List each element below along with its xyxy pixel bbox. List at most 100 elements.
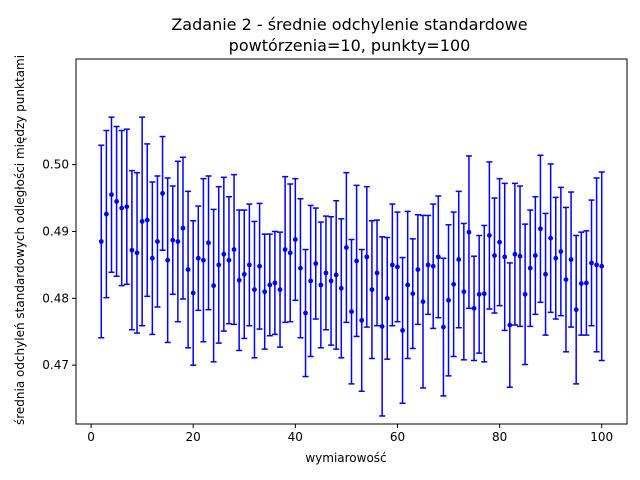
data-point bbox=[425, 262, 431, 268]
data-point bbox=[241, 271, 247, 277]
data-point bbox=[98, 239, 104, 244]
data-point bbox=[160, 190, 165, 196]
data-point bbox=[471, 305, 477, 311]
data-point bbox=[109, 192, 114, 198]
x-tick-label: 40 bbox=[288, 430, 303, 444]
data-point bbox=[507, 322, 513, 328]
data-point bbox=[543, 271, 548, 277]
data-point bbox=[420, 299, 426, 305]
plot-area: 0 20 40 60 80 100 0.47 0.48 0.49 0.50 bbox=[42, 58, 628, 444]
data-point bbox=[517, 253, 523, 259]
data-point bbox=[134, 250, 140, 256]
data-point bbox=[435, 254, 441, 260]
data-point bbox=[466, 229, 472, 235]
data-point bbox=[384, 295, 390, 301]
axes-frame bbox=[75, 58, 628, 425]
data-point bbox=[206, 240, 211, 246]
data-point bbox=[512, 251, 518, 257]
data-point bbox=[532, 253, 538, 258]
data-point bbox=[456, 257, 462, 262]
data-point bbox=[379, 323, 385, 329]
y-axis-label: średnia odchyleń standardowych odległośc… bbox=[13, 55, 27, 425]
x-tick-label: 60 bbox=[390, 430, 405, 444]
data-point bbox=[476, 291, 482, 297]
data-point bbox=[527, 265, 533, 271]
data-point bbox=[277, 287, 283, 293]
data-point bbox=[119, 205, 125, 211]
data-point bbox=[522, 291, 528, 297]
data-point bbox=[267, 282, 273, 288]
data-point bbox=[221, 251, 227, 257]
data-point bbox=[103, 211, 109, 217]
data-point bbox=[374, 270, 380, 276]
data-point bbox=[359, 317, 365, 323]
data-point bbox=[318, 282, 324, 288]
data-point bbox=[252, 287, 257, 293]
data-point bbox=[563, 277, 569, 283]
data-point bbox=[486, 233, 492, 238]
data-point bbox=[548, 235, 554, 241]
data-point bbox=[558, 249, 564, 254]
x-tick-label: 80 bbox=[492, 430, 507, 444]
data-point bbox=[328, 278, 334, 284]
data-point bbox=[497, 239, 502, 245]
data-point bbox=[313, 261, 319, 266]
x-axis-label: wymiarowość bbox=[305, 451, 386, 465]
data-point bbox=[354, 258, 360, 264]
data-point bbox=[129, 247, 135, 253]
data-point bbox=[415, 267, 421, 272]
data-point bbox=[262, 289, 268, 295]
data-point bbox=[298, 265, 303, 271]
data-point bbox=[292, 237, 298, 242]
data-point bbox=[599, 263, 605, 269]
data-point bbox=[211, 283, 217, 289]
data-point bbox=[185, 267, 191, 272]
data-point bbox=[451, 281, 457, 287]
x-tick-label: 100 bbox=[590, 430, 613, 444]
data-point bbox=[553, 255, 559, 261]
data-point bbox=[257, 263, 262, 269]
data-point bbox=[405, 282, 411, 288]
data-point bbox=[389, 262, 395, 268]
data-point bbox=[144, 217, 150, 223]
chart-subtitle: powtórzenia=10, punkty=100 bbox=[229, 36, 471, 55]
data-point bbox=[303, 310, 308, 316]
data-point bbox=[343, 245, 349, 250]
data-point bbox=[195, 255, 201, 261]
y-tick-label: 0.47 bbox=[42, 358, 69, 372]
data-point bbox=[124, 204, 130, 210]
data-point bbox=[246, 262, 252, 268]
data-point bbox=[446, 297, 451, 303]
data-point bbox=[369, 287, 375, 293]
x-tick-label: 0 bbox=[87, 430, 95, 444]
data-point bbox=[364, 254, 370, 260]
data-point bbox=[180, 225, 186, 231]
data-point bbox=[492, 253, 497, 258]
data-point bbox=[349, 309, 354, 315]
data-point bbox=[410, 291, 416, 297]
chart-title: Zadanie 2 - średnie odchylenie standardo… bbox=[171, 15, 527, 34]
data-point bbox=[400, 328, 405, 333]
data-point bbox=[594, 262, 600, 268]
y-tick-label: 0.48 bbox=[42, 291, 69, 305]
data-point bbox=[236, 277, 242, 283]
data-point bbox=[333, 272, 339, 278]
y-tick-label: 0.50 bbox=[42, 158, 69, 172]
data-point bbox=[190, 290, 196, 296]
data-point bbox=[287, 250, 293, 256]
data-point bbox=[502, 254, 508, 260]
data-point bbox=[114, 198, 119, 204]
data-point bbox=[149, 255, 155, 261]
data-point bbox=[461, 289, 467, 295]
data-point bbox=[170, 237, 176, 243]
data-point bbox=[538, 226, 543, 232]
data-point bbox=[201, 257, 206, 263]
data-point bbox=[226, 257, 232, 263]
data-point bbox=[155, 239, 160, 244]
data-point bbox=[216, 262, 222, 268]
data-point bbox=[175, 239, 181, 244]
data-point bbox=[165, 257, 171, 263]
data-point bbox=[231, 247, 237, 252]
